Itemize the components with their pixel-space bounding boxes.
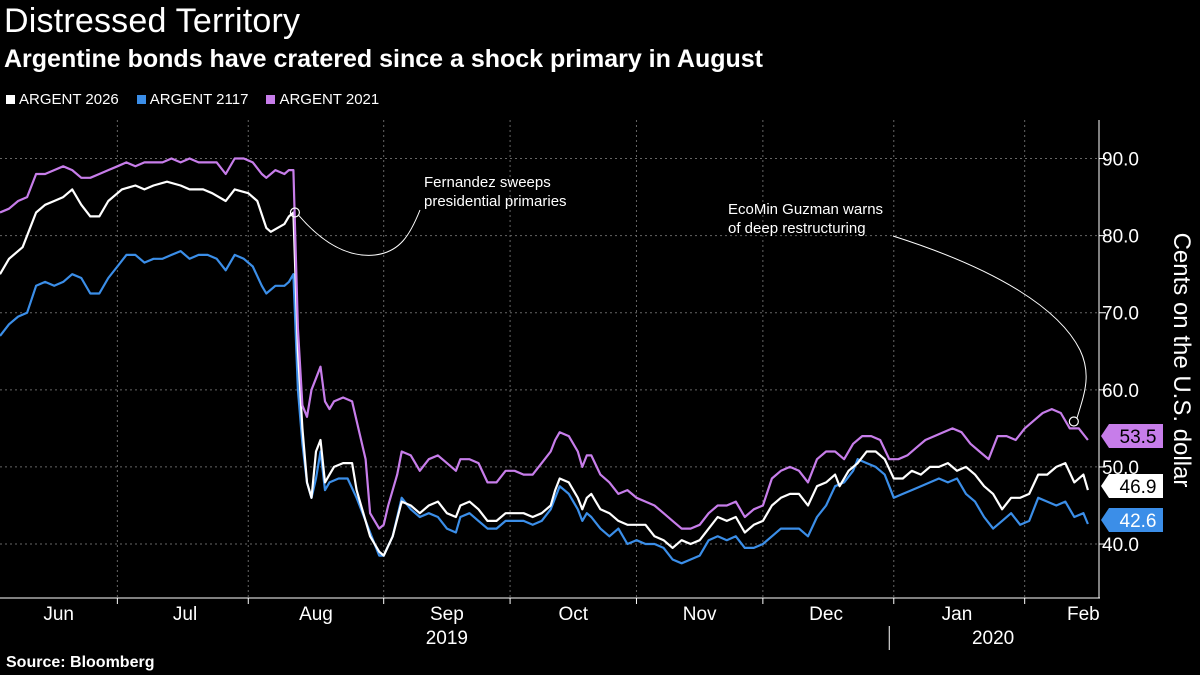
- gridlines: [0, 120, 1099, 598]
- end-label-flag: [1101, 474, 1163, 498]
- end-label-flag: [1101, 508, 1163, 532]
- y-axis-title: Cents on the U.S. dollar: [1168, 233, 1195, 488]
- series-lines: [0, 157, 1089, 565]
- series-line-argent-2021: [0, 157, 1089, 530]
- annotation-text: Fernandez sweeps: [424, 174, 551, 191]
- chart-subtitle: Argentine bonds have cratered since a sh…: [4, 45, 764, 73]
- year-label: 2020: [972, 628, 1014, 649]
- legend-swatch: [136, 95, 146, 104]
- annotation-leader: [892, 235, 1087, 419]
- legend-swatch: [6, 95, 15, 104]
- series-line-argent-2117: [0, 250, 1089, 565]
- annotation-marker: [1068, 416, 1079, 427]
- month-label: Jan: [942, 604, 973, 625]
- legend-label: ARGENT 2026: [19, 91, 119, 108]
- legend-swatch: [266, 95, 276, 104]
- annotations: Fernandez sweeps presidential primaries Ec…: [289, 174, 1087, 427]
- y-tick-label: 40.0: [1102, 535, 1139, 556]
- annotation-text: EcoMin Guzman warns: [728, 201, 883, 218]
- legend: ARGENT 2026 ARGENT 2117 ARGENT 2021: [6, 91, 379, 108]
- legend-item-argent-2021: ARGENT 2021: [266, 91, 379, 108]
- y-tick-label: 60.0: [1102, 381, 1139, 402]
- annotation-text: presidential primaries: [424, 193, 567, 210]
- legend-label: ARGENT 2021: [279, 91, 380, 108]
- end-value-label: 42.6: [1120, 511, 1157, 532]
- month-label: Jun: [43, 604, 74, 625]
- y-tick-label: 90.0: [1102, 150, 1139, 171]
- series-line-argent-2026: [0, 180, 1089, 557]
- end-label-flag: [1101, 424, 1163, 448]
- month-label: Nov: [683, 604, 717, 625]
- annotation-text: of deep restructuring: [728, 220, 866, 237]
- chart-title: Distressed Territory: [4, 2, 301, 40]
- annotation-marker: [289, 207, 300, 218]
- end-value-label: 53.5: [1120, 427, 1157, 448]
- year-label: 2019: [426, 628, 468, 649]
- y-tick-label: 50.0: [1102, 458, 1139, 479]
- legend-item-argent-2026: ARGENT 2026: [6, 91, 119, 108]
- end-value-label: 46.9: [1120, 477, 1157, 498]
- annotation-leader: [298, 209, 421, 256]
- source-note: Source: Bloomberg: [6, 654, 155, 671]
- month-label: Oct: [558, 604, 588, 625]
- month-label: Jul: [173, 604, 197, 625]
- month-label: Dec: [809, 604, 843, 625]
- legend-label: ARGENT 2117: [149, 91, 249, 108]
- month-label: Feb: [1067, 604, 1100, 625]
- end-value-labels: 53.5 46.9 42.6: [1101, 424, 1163, 532]
- month-label: Sep: [430, 604, 464, 625]
- y-tick-label: 80.0: [1102, 227, 1139, 248]
- axes: 40.0 50.0 60.0 70.0 80.0 90.0 Jun Jul Aug Sep Oct N…: [0, 120, 1195, 650]
- legend-item-argent-2117: ARGENT 2117: [136, 91, 249, 108]
- month-label: Aug: [299, 604, 333, 625]
- y-tick-label: 70.0: [1102, 304, 1139, 325]
